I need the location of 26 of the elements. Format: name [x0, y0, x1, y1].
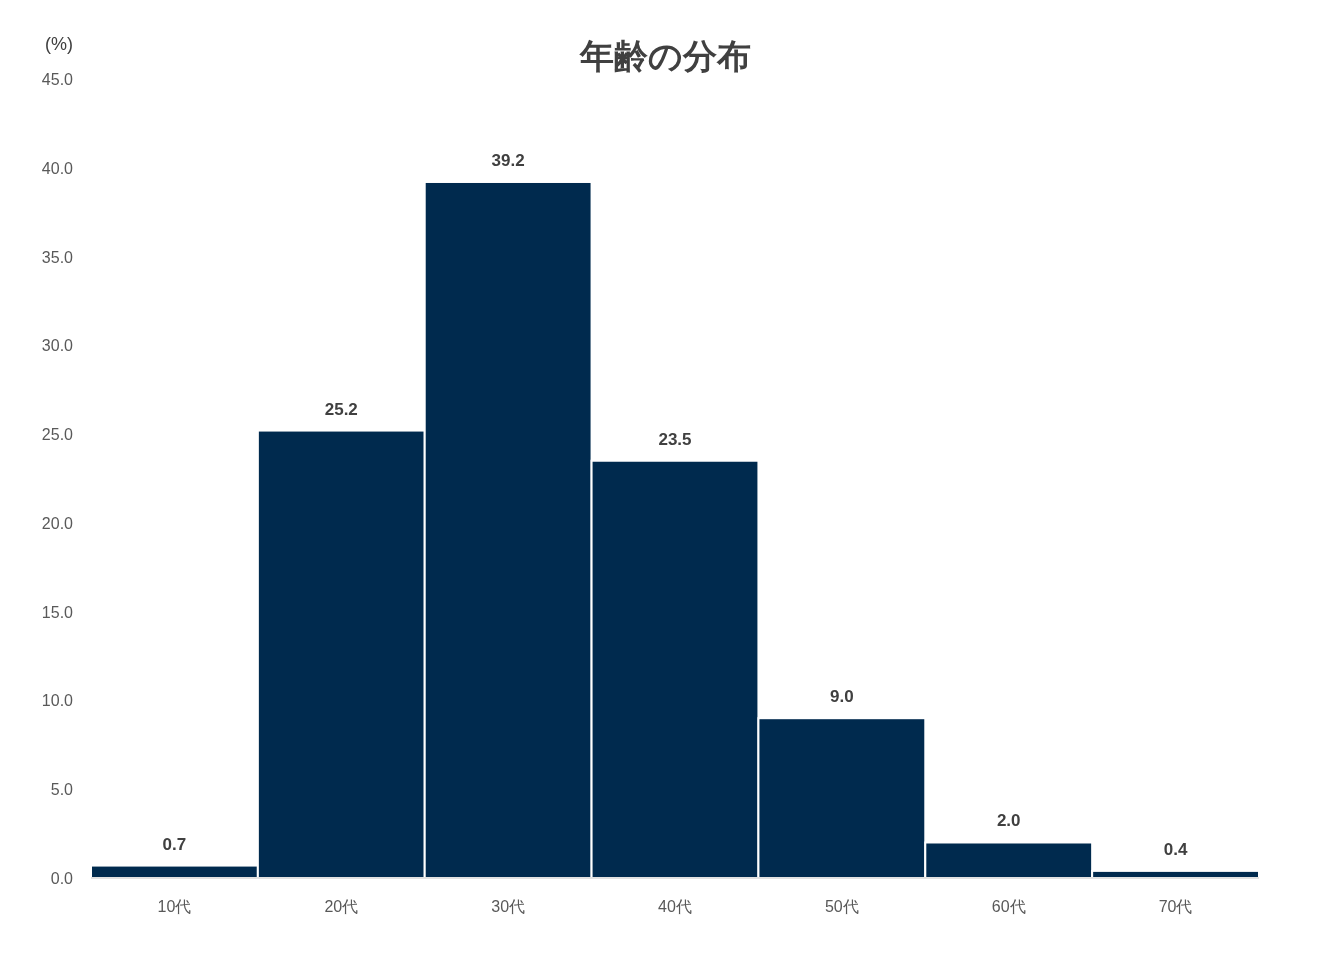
y-tick-label: 0.0	[50, 870, 74, 887]
data-label: 2.0	[996, 811, 1021, 831]
chart-title: 年齢の分布	[578, 37, 751, 75]
data-label: 9.0	[830, 687, 854, 707]
y-tick-label: 30.0	[41, 337, 74, 355]
x-tick-label: 30代	[491, 898, 526, 915]
y-tick-label: 45.0	[41, 71, 74, 88]
x-tick-label: 60代	[991, 898, 1026, 915]
x-tick-label: 50代	[824, 898, 859, 915]
data-label: 23.5	[658, 429, 692, 449]
y-tick-label: 5.0	[50, 781, 74, 799]
data-label: 25.2	[324, 399, 358, 419]
y-axis-title: (%)	[45, 34, 73, 54]
y-tick-label: 35.0	[41, 248, 74, 266]
y-tick-label: 40.0	[41, 159, 74, 177]
x-tick-label: 10代	[157, 898, 192, 915]
y-tick-label: 20.0	[41, 514, 74, 532]
x-tick-label: 40代	[658, 898, 692, 915]
x-tick-label: 70代	[1158, 898, 1193, 915]
y-tick-label: 25.0	[41, 426, 74, 444]
data-label: 0.7	[162, 834, 187, 854]
data-label: 0.4	[1163, 839, 1188, 859]
data-label: 39.2	[491, 150, 525, 170]
y-tick-label: 10.0	[41, 692, 74, 710]
x-tick-label: 20代	[324, 898, 359, 915]
y-tick-label: 15.0	[41, 603, 74, 621]
